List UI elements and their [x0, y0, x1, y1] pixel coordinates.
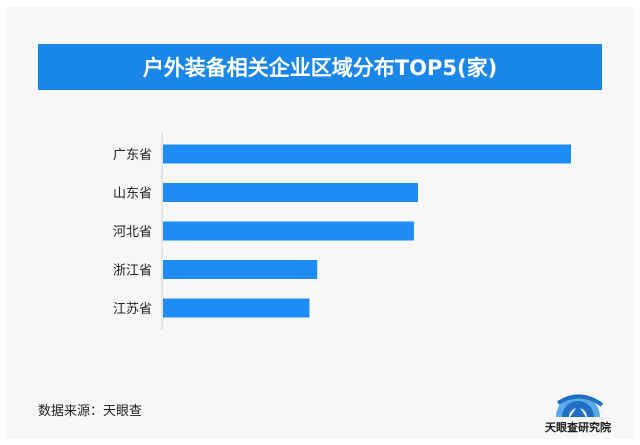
bar-5 — [163, 298, 310, 318]
bar-1 — [163, 144, 571, 164]
category-label-5: 江苏省 — [113, 301, 152, 317]
logo-text: 天眼查研究院 — [545, 421, 611, 434]
category-label-4: 浙江省 — [113, 264, 152, 279]
tianyancha-logo: 天眼查研究院 — [540, 383, 616, 434]
category-label-2: 山东省 — [113, 187, 152, 202]
category-label-1: 广东省 — [113, 148, 152, 163]
bar-3 — [163, 221, 414, 241]
source-note: 数据来源：天眼查 — [38, 404, 143, 419]
title-banner: 户外装备相关企业区域分布TOP5(家) — [38, 44, 602, 90]
bar-4 — [163, 260, 318, 279]
category-label-3: 河北省 — [113, 225, 152, 240]
bar-2 — [163, 183, 418, 202]
chart-title: 户外装备相关企业区域分布TOP5(家) — [142, 56, 498, 80]
logo-mark-icon — [556, 394, 604, 417]
title-banner-background — [38, 44, 602, 90]
